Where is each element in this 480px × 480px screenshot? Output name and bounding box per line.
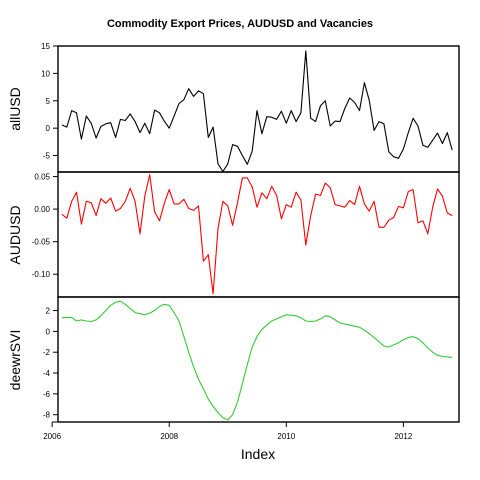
y-tick-label: 10 <box>41 69 50 78</box>
chart-title: Commodity Export Prices, AUDUSD and Vaca… <box>107 18 373 30</box>
y-tick-label: 0.00 <box>34 205 50 214</box>
y-axis: 0.05 0.00 -0.05 -0.10 <box>32 173 59 279</box>
series-line <box>61 174 453 295</box>
x-tick-label: 2010 <box>277 432 295 441</box>
y-tick-label: 5 <box>46 97 51 106</box>
panel-deewrsvi: deewrSVI 2 0 -2 -4 -6 -8 <box>7 296 460 423</box>
y-tick-label: -2 <box>43 348 51 357</box>
y-tick-label: 15 <box>41 42 50 51</box>
y-tick-label: -6 <box>43 390 51 399</box>
y-tick-label: -5 <box>43 152 51 161</box>
y-axis-label: deewrSVI <box>7 330 23 391</box>
y-axis: 15 10 5 0 -5 <box>41 42 59 161</box>
y-axis-label: allUSD <box>7 87 23 131</box>
y-axis-label: AUDUSD <box>7 205 23 264</box>
x-tick-label: 2012 <box>394 432 412 441</box>
x-axis: 2006 2008 2010 2012 <box>43 421 413 441</box>
series-line <box>61 50 453 173</box>
x-tick-label: 2006 <box>43 432 61 441</box>
y-axis: 2 0 -2 -4 -6 -8 <box>43 307 59 420</box>
x-tick-label: 2008 <box>160 432 178 441</box>
y-tick-label: -0.05 <box>32 238 51 247</box>
y-tick-label: 0 <box>46 327 51 336</box>
y-tick-label: 2 <box>46 307 51 316</box>
panel-frame <box>57 171 460 298</box>
panel-allusd: allUSD 15 10 5 0 -5 <box>7 42 460 173</box>
series-line <box>61 300 453 421</box>
panel-audusd: AUDUSD 0.05 0.00 -0.05 -0.10 <box>7 171 460 298</box>
y-tick-label: -4 <box>43 369 51 378</box>
y-tick-label: 0 <box>46 124 51 133</box>
y-tick-label: -8 <box>43 411 51 420</box>
x-axis-label: Index <box>241 446 275 462</box>
y-tick-label: -0.10 <box>32 270 51 279</box>
panel-frame <box>57 296 460 423</box>
panel-frame <box>57 45 460 173</box>
y-tick-label: 0.05 <box>34 173 50 182</box>
